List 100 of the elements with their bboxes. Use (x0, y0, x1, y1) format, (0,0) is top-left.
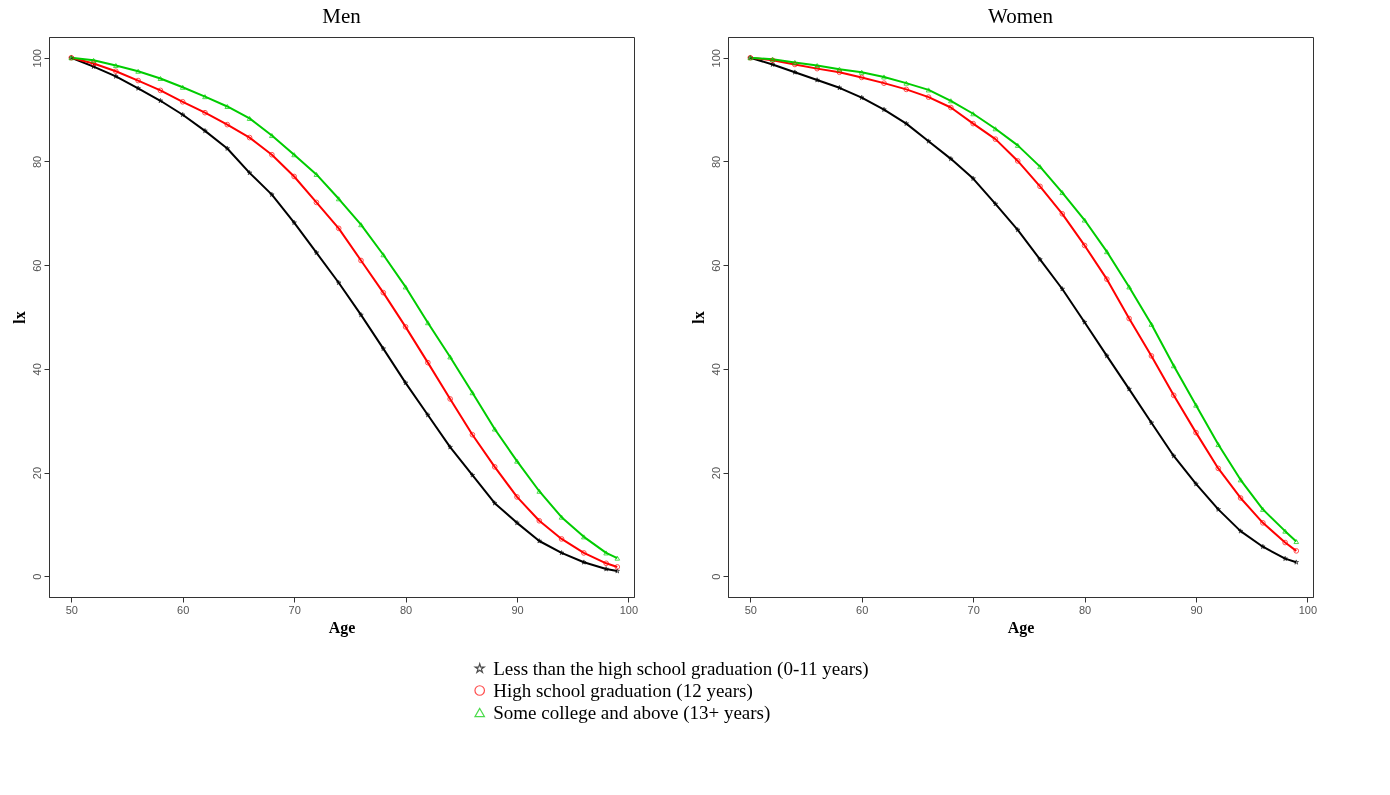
y-tick-label: 40 (709, 363, 722, 376)
point (858, 74, 865, 81)
point (313, 171, 320, 177)
point (970, 120, 976, 127)
point (1170, 363, 1177, 369)
x-tick-label: 90 (511, 603, 524, 616)
point (792, 69, 798, 75)
point (992, 136, 999, 142)
point (881, 106, 887, 112)
point (1014, 158, 1021, 164)
point (581, 550, 587, 556)
point (224, 121, 231, 128)
point (380, 345, 387, 352)
point (614, 555, 621, 561)
point (1148, 419, 1155, 426)
point (202, 128, 208, 134)
point (491, 464, 498, 470)
point (135, 68, 141, 74)
point (291, 173, 297, 180)
point (603, 560, 609, 567)
point (836, 84, 843, 91)
point (970, 111, 976, 117)
point (1104, 249, 1110, 255)
x-tick-label: 70 (288, 603, 301, 616)
point (246, 115, 253, 121)
point (358, 222, 364, 228)
point (1215, 506, 1222, 512)
point (925, 87, 932, 93)
point (313, 249, 320, 256)
point (970, 175, 976, 181)
x-tick-label: 90 (1190, 603, 1203, 616)
chart-title: Men (322, 4, 362, 28)
point (179, 98, 186, 105)
point (402, 380, 409, 386)
point (1014, 227, 1021, 233)
y-tick-label: 60 (709, 259, 722, 272)
point (447, 354, 453, 360)
point (90, 57, 97, 63)
point (491, 426, 498, 432)
point (1170, 392, 1177, 399)
y-tick-label: 100 (30, 49, 43, 68)
point (1037, 164, 1043, 170)
point (514, 520, 520, 526)
point (558, 536, 565, 542)
point (113, 62, 119, 69)
point (1193, 402, 1199, 408)
point (558, 550, 565, 556)
point (1237, 495, 1244, 501)
point (948, 98, 954, 104)
point (335, 279, 342, 286)
point (469, 472, 476, 478)
point (269, 132, 275, 139)
point (1282, 555, 1288, 562)
x-axis-title: Age (328, 618, 356, 637)
point (291, 152, 297, 158)
point (402, 324, 409, 330)
point (514, 458, 520, 464)
y-tick-label: 60 (30, 259, 43, 272)
point (425, 359, 431, 366)
point (1170, 453, 1177, 459)
point (202, 109, 208, 116)
point (814, 77, 820, 83)
legend-label: Less than the high school graduation (0-11 years) (493, 657, 869, 680)
point (1081, 319, 1088, 325)
point (1081, 242, 1088, 249)
point (881, 74, 887, 80)
y-tick-label: 40 (30, 363, 43, 376)
y-tick-label: 0 (30, 573, 43, 580)
y-axis-title: lx (689, 311, 707, 324)
x-axis-title: Age (1007, 618, 1035, 637)
point (1037, 256, 1043, 262)
point (769, 61, 776, 67)
point (1126, 284, 1132, 290)
point (113, 73, 119, 79)
point (1215, 465, 1222, 472)
point (1081, 217, 1088, 223)
legend-label: High school graduation (12 years) (493, 679, 753, 702)
point (603, 566, 609, 572)
point (113, 68, 119, 75)
x-tick-label: 80 (399, 603, 413, 616)
point (1237, 477, 1244, 483)
point (858, 69, 865, 75)
x-tick-label: 50 (65, 603, 78, 616)
point (1059, 210, 1066, 217)
x-tick-label: 60 (856, 603, 869, 616)
x-tick-label: 70 (967, 603, 980, 616)
point (1126, 315, 1132, 322)
point (291, 219, 297, 226)
point (1237, 528, 1244, 534)
point (1014, 142, 1021, 148)
y-tick-label: 80 (709, 155, 722, 169)
point (1193, 429, 1199, 436)
y-axis-title: lx (10, 311, 28, 324)
point (358, 257, 364, 264)
point (335, 196, 342, 202)
point (536, 538, 543, 544)
point (179, 111, 186, 118)
point (536, 517, 543, 524)
point (836, 66, 843, 72)
point (1282, 528, 1288, 534)
